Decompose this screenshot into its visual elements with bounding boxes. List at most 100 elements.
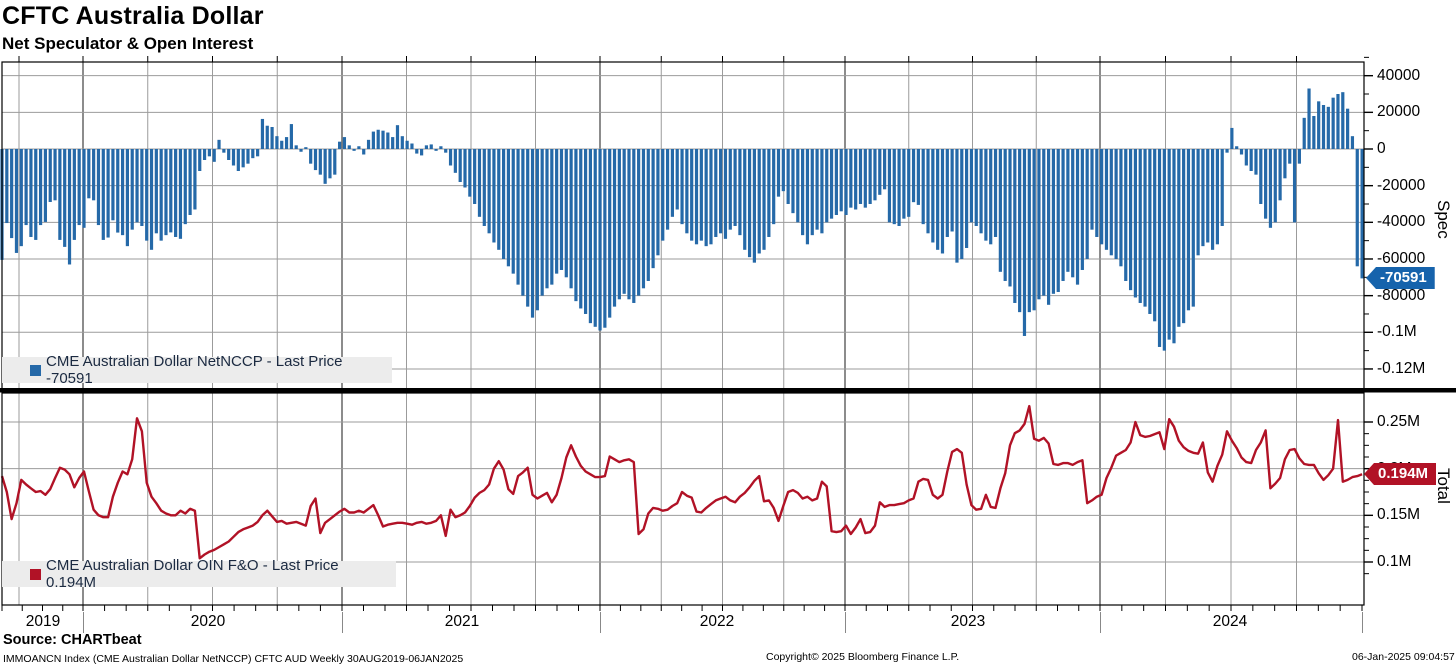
spec-bar: [207, 149, 211, 157]
spec-bar: [1109, 149, 1113, 256]
spec-bar: [1143, 149, 1147, 307]
spec-bar: [820, 149, 824, 234]
spec-bar: [767, 149, 771, 237]
spec-bar: [545, 149, 549, 289]
spec-bar: [1283, 149, 1287, 179]
spec-bar: [492, 149, 496, 243]
spec-bar: [304, 147, 308, 149]
spec-bar: [1124, 149, 1128, 281]
spec-bar: [598, 149, 602, 331]
spec-bar: [511, 149, 515, 274]
spec-bar: [955, 149, 959, 263]
spec-bar: [733, 149, 737, 226]
spec-bar: [704, 149, 708, 247]
spec-bar: [111, 149, 115, 221]
spec-bar: [448, 149, 453, 166]
spec-bar: [1157, 149, 1162, 347]
spec-tick-label: -80000: [1377, 286, 1426, 304]
spec-bar: [1201, 149, 1205, 247]
spec-bar: [487, 149, 491, 234]
spec-bar: [574, 149, 578, 302]
spec-bar: [1027, 149, 1031, 313]
spec-bar: [887, 149, 892, 223]
oi-series-swatch-icon: [30, 568, 41, 580]
spec-bar: [1090, 149, 1094, 230]
spec-bar: [1008, 149, 1012, 287]
spec-bar: [193, 149, 197, 210]
spec-bar: [284, 137, 289, 149]
spec-bar: [583, 149, 588, 314]
spec-bar: [786, 149, 790, 204]
spec-bar: [1138, 149, 1142, 303]
spec-bar: [125, 149, 129, 247]
spec-bar: [989, 149, 993, 245]
spec-bar: [1239, 149, 1244, 155]
spec-tick-label: 0: [1377, 140, 1386, 157]
spec-bar: [270, 127, 274, 149]
spec-bar: [212, 149, 216, 162]
spec-bar: [497, 149, 501, 250]
spec-bar: [145, 149, 149, 241]
spec-bar: [1186, 149, 1191, 311]
spec-bar: [386, 132, 390, 149]
spec-bar: [690, 149, 694, 241]
spec-bar: [92, 149, 96, 201]
spec-bar: [969, 149, 974, 223]
spec-bar: [256, 149, 260, 157]
spec-bar: [1022, 149, 1027, 336]
spec-bar: [77, 149, 81, 226]
spec-bars-series: [0, 88, 1364, 351]
x-axis-year-label: 2021: [444, 613, 480, 630]
spec-bar: [453, 149, 457, 173]
spec-bar: [420, 149, 424, 156]
spec-bar: [965, 149, 969, 248]
spec-bar: [1104, 149, 1109, 250]
spec-bar: [227, 149, 231, 160]
ticker-meta-label: IMMOANCN Index (CME Australian Dollar Ne…: [3, 653, 464, 665]
spec-bar: [1259, 149, 1263, 204]
total-tick-label: 0.15M: [1377, 506, 1421, 524]
spec-bar: [323, 149, 327, 184]
spec-bar: [747, 149, 752, 258]
spec-bar: [1167, 149, 1171, 340]
spec-axis-title: Spec: [1434, 200, 1453, 239]
spec-bar: [892, 149, 896, 225]
spec-bar: [333, 149, 337, 175]
spec-bar: [1264, 149, 1268, 219]
x-axis-year-label: 2023: [950, 613, 986, 630]
spec-bar: [844, 149, 848, 215]
spec-bar: [796, 149, 800, 223]
spec-bar: [945, 149, 949, 237]
spec-bar: [680, 149, 684, 225]
spec-bar: [280, 140, 284, 149]
spec-bar: [931, 149, 935, 243]
spec-bar: [907, 149, 911, 217]
spec-tick-label: 20000: [1377, 103, 1421, 121]
spec-bar: [738, 149, 742, 236]
spec-bar: [1350, 136, 1355, 149]
spec-bar: [1056, 149, 1060, 292]
spec-bar: [791, 149, 795, 214]
axes-frame: [0, 56, 1456, 611]
spec-bar: [829, 149, 834, 219]
spec-bar: [699, 149, 703, 241]
spec-bar: [482, 149, 486, 226]
spec-bar: [140, 149, 144, 226]
spec-bar: [1095, 149, 1099, 237]
spec-bar: [757, 149, 761, 254]
total-tick-label: 0.25M: [1377, 413, 1421, 430]
x-axis-year-separator: [1362, 612, 1363, 633]
spec-bar: [974, 149, 978, 226]
spec-bar: [719, 149, 723, 234]
spec-bar: [805, 149, 810, 245]
spec-bar: [1042, 149, 1046, 296]
spec-bar: [178, 149, 183, 239]
spec-bar: [338, 141, 342, 149]
spec-bar: [555, 149, 559, 274]
x-axis-year-label: 2024: [1212, 613, 1248, 630]
spec-bar: [313, 149, 318, 171]
spec-bar: [1037, 149, 1041, 300]
spec-bar: [400, 136, 404, 149]
spec-bar: [612, 149, 617, 307]
